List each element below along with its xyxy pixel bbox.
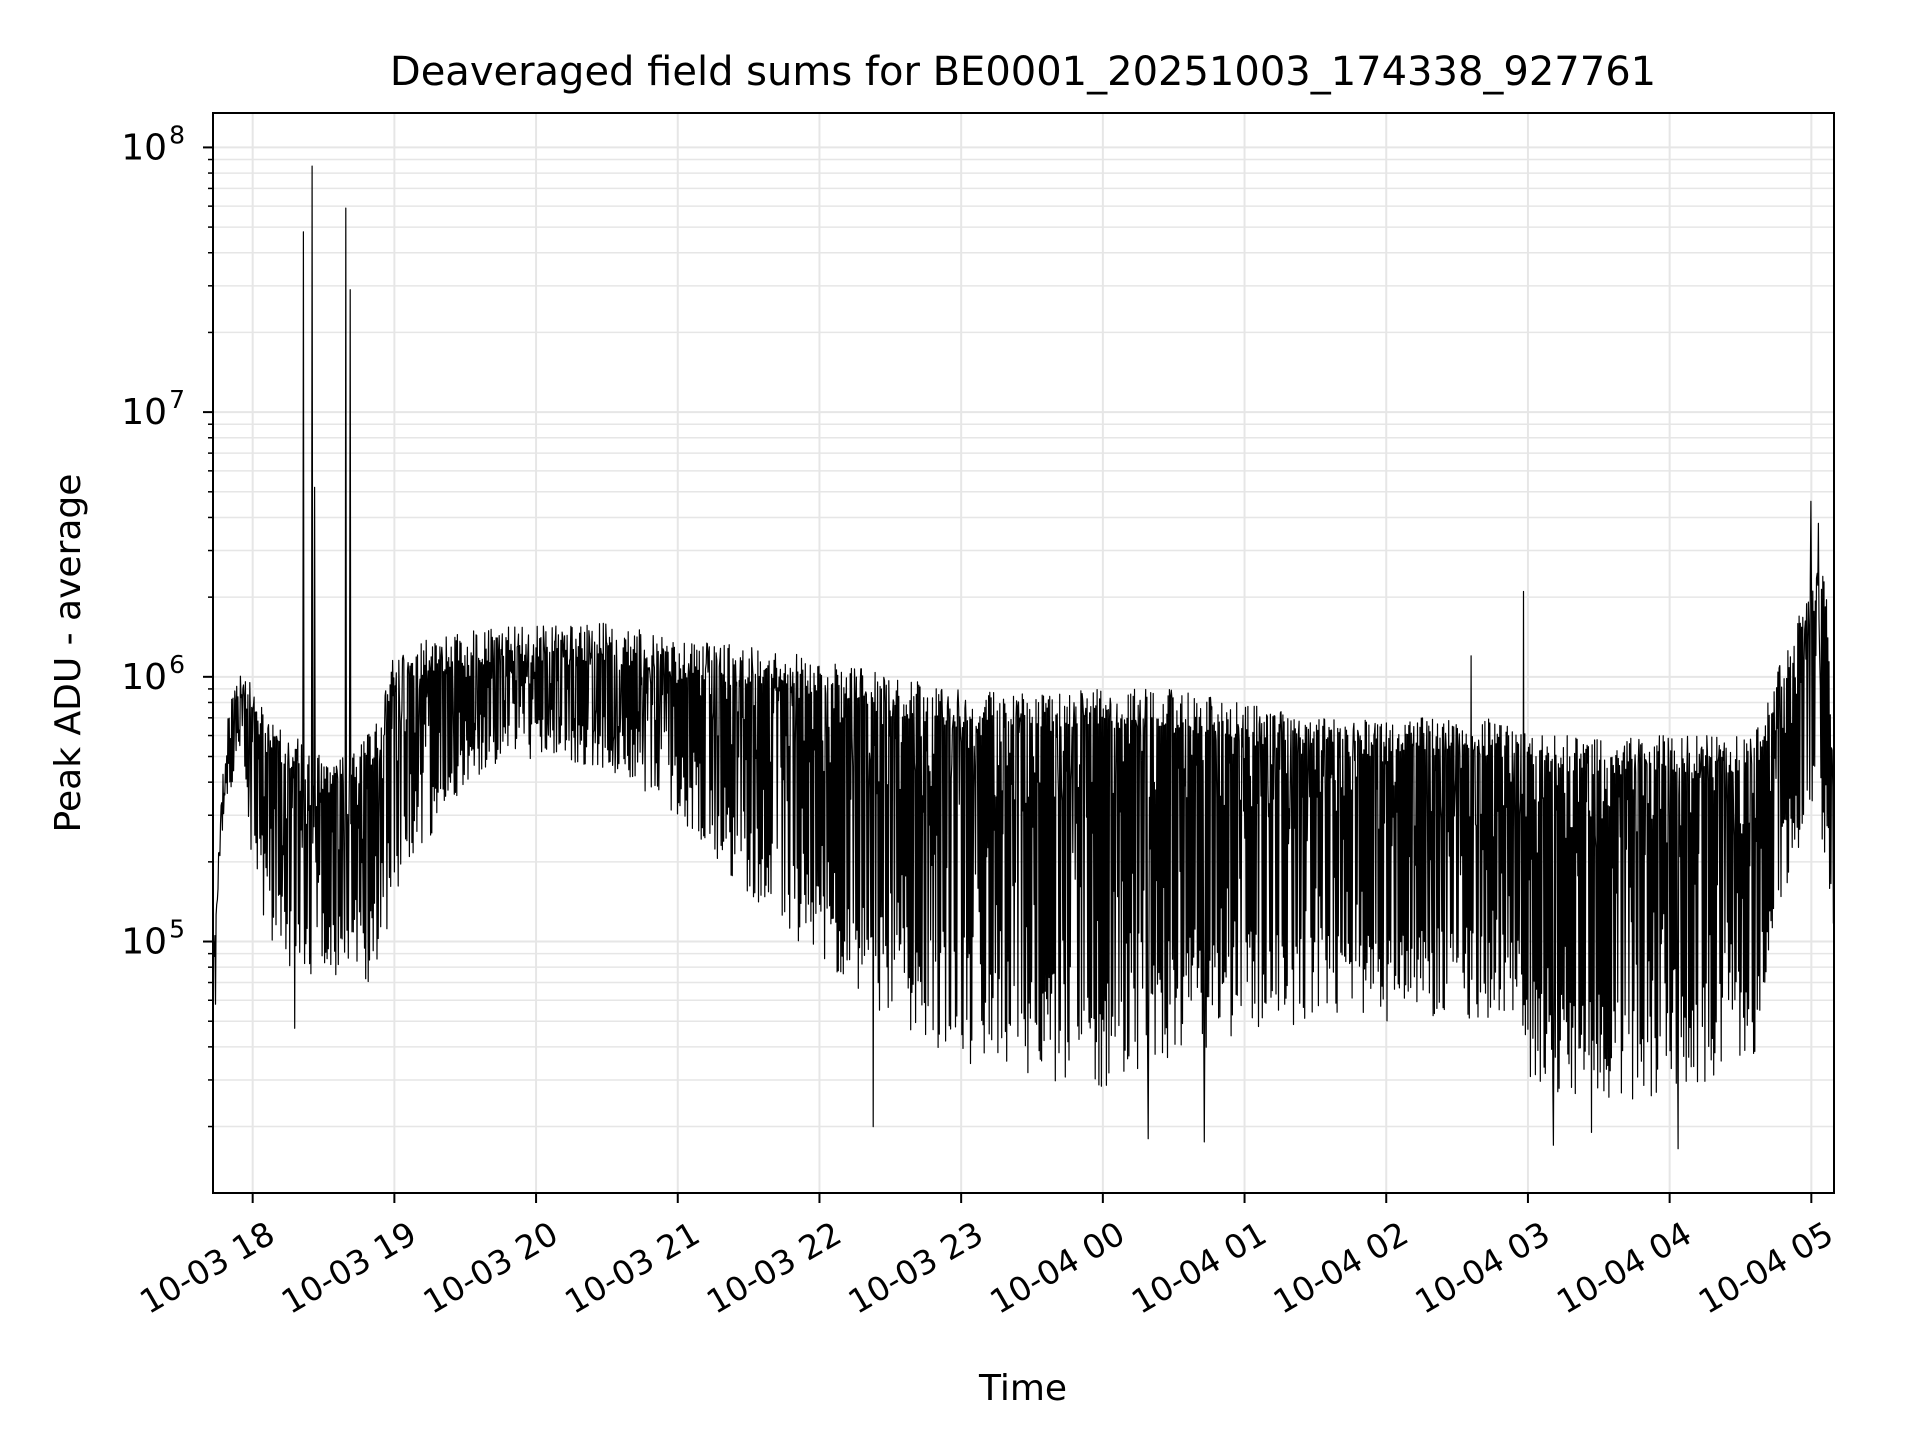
series <box>212 165 1835 1150</box>
y-tick-exponent: 6 <box>169 650 185 679</box>
y-tick-exponent: 7 <box>169 385 185 414</box>
y-axis-label: Peak ADU - average <box>48 474 89 833</box>
y-tick-label: 10 <box>121 922 167 963</box>
x-axis-label: Time <box>978 1368 1067 1409</box>
y-tick-exponent: 5 <box>169 915 185 944</box>
y-tick-label: 10 <box>121 127 167 168</box>
y-tick-exponent: 8 <box>169 120 185 149</box>
y-tick-label: 10 <box>121 392 167 433</box>
y-tick-label: 10 <box>121 657 167 698</box>
chart-title: Deaveraged field sums for BE0001_2025100… <box>390 49 1656 95</box>
series-line <box>212 165 1835 1150</box>
plot-frame <box>212 112 1835 1194</box>
